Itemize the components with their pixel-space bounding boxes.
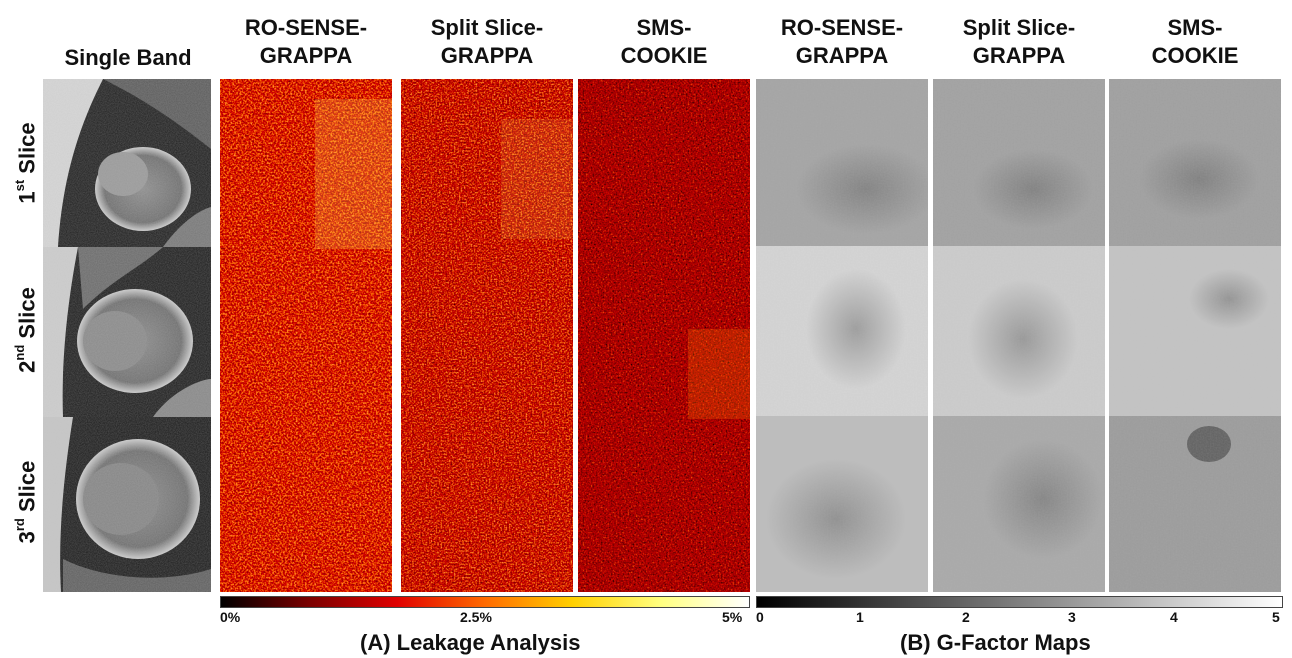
single-band-image-column — [43, 79, 211, 592]
gfactor-tick-0: 0 — [756, 609, 764, 625]
gfactor-tick-4: 4 — [1170, 609, 1178, 625]
gfactor-tick-5: 5 — [1272, 609, 1280, 625]
header-sms-cookie-gfactor: SMS- COOKIE — [1151, 15, 1239, 68]
leakage-tick-2-5: 2.5% — [460, 609, 492, 625]
leakage-tick-5: 5% — [722, 609, 743, 625]
single-band-slice-2 — [43, 247, 211, 417]
header-single-band: Single Band — [64, 45, 192, 70]
caption-leakage-analysis: (A) Leakage Analysis — [360, 630, 581, 655]
header-split-slice-grappa-leakage: Split Slice- GRAPPA — [430, 15, 544, 68]
leakage-tick-0: 0% — [220, 609, 241, 625]
gfactor-tick-1: 1 — [856, 609, 864, 625]
row-label-slice-3: 3rd Slice — [12, 460, 40, 544]
leakage-map-split-slice-grappa — [401, 79, 573, 592]
header-ro-sense-grappa-gfactor: RO-SENSE- GRAPPA — [780, 15, 904, 68]
gfactor-map-ro-sense-grappa — [756, 79, 928, 592]
header-split-slice-grappa-gfactor: Split Slice- GRAPPA — [962, 15, 1076, 68]
gfactor-tick-3: 3 — [1068, 609, 1076, 625]
gfactor-map-sms-cookie — [1109, 79, 1281, 592]
leakage-map-ro-sense-grappa — [220, 79, 392, 592]
header-sms-cookie-leakage: SMS- COOKIE — [620, 15, 708, 68]
single-band-slice-1 — [43, 79, 211, 247]
leakage-map-sms-cookie — [578, 79, 750, 592]
gfactor-map-split-slice-grappa — [933, 79, 1105, 592]
header-ro-sense-grappa-leakage: RO-SENSE- GRAPPA — [244, 15, 368, 68]
caption-gfactor-maps: (B) G-Factor Maps — [900, 630, 1091, 655]
row-label-slice-2: 2nd Slice — [12, 287, 40, 373]
gfactor-tick-2: 2 — [962, 609, 970, 625]
leakage-colorbar — [220, 596, 750, 608]
gfactor-colorbar — [756, 596, 1283, 608]
single-band-slice-3 — [43, 417, 211, 592]
